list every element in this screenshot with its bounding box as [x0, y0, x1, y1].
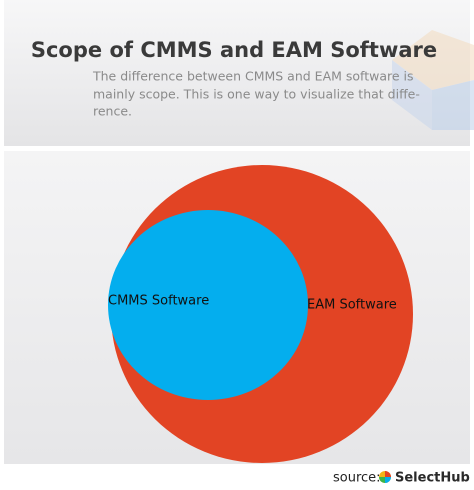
decor-cube — [392, 30, 474, 130]
title: Scope of CMMS and EAM Software — [31, 38, 437, 62]
subtitle: The difference between CMMS and EAM soft… — [92, 69, 420, 119]
subtitle-line: mainly scope. This is one way to visuali… — [93, 87, 420, 102]
cmms-label: CMMS Software — [108, 294, 209, 309]
subtitle-line: rence. — [93, 104, 132, 119]
cmms-circle — [108, 210, 308, 400]
subtitle-line: The difference between CMMS and EAM soft… — [92, 69, 414, 84]
eam-label: EAM Software — [307, 298, 397, 313]
brand-logo — [379, 471, 391, 483]
brand-name: SelectHub — [395, 471, 470, 486]
source-label: source: — [333, 471, 381, 486]
